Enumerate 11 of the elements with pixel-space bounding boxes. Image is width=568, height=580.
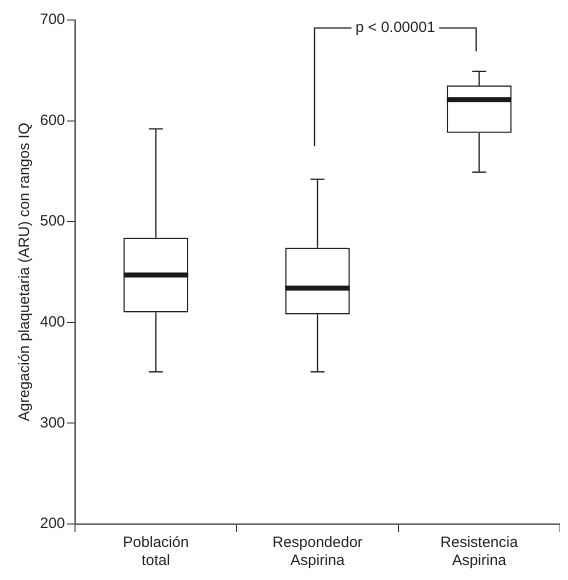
y-tick-label: 700 xyxy=(40,11,66,28)
y-tick-label: 600 xyxy=(40,112,66,129)
y-axis-title: Agregación plaquetaria (ARU) con rangos IQ xyxy=(16,122,34,422)
y-tick-label: 200 xyxy=(40,515,66,532)
y-tick-label: 500 xyxy=(40,212,66,230)
y-tick-label: 400 xyxy=(40,314,66,331)
x-tick-label: Resistencia Aspirina xyxy=(440,534,519,570)
annotation: p < 0.00001 xyxy=(356,19,436,36)
x-tick-label: Respondedor Aspirina xyxy=(272,534,363,570)
x-tick-label: Población total xyxy=(122,534,189,570)
y-tick-label: 300 xyxy=(40,414,66,432)
